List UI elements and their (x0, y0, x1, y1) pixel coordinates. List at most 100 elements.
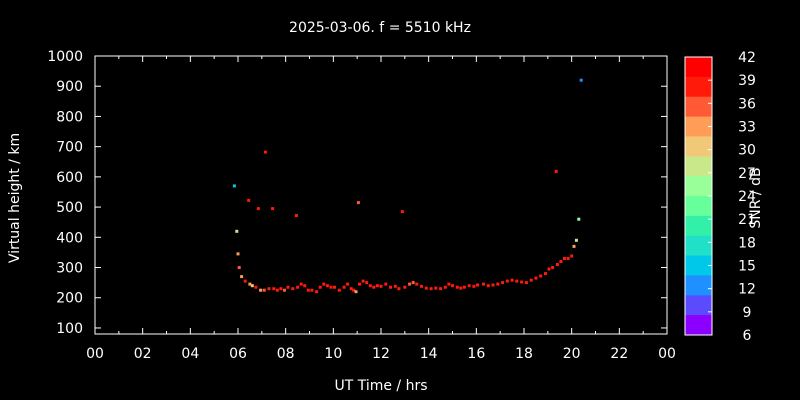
x-tick-label: 04 (181, 346, 199, 362)
y-axis-label: Virtual height / km (7, 133, 23, 263)
data-point (256, 207, 260, 211)
data-point (579, 78, 583, 82)
colorbar-label: SNR / dB (748, 167, 764, 228)
data-point (434, 286, 438, 290)
data-point (400, 210, 404, 214)
colorbar-segment (685, 196, 712, 217)
colorbar-tick-label: 12 (738, 282, 756, 298)
data-point (551, 266, 555, 269)
y-tick-label: 1000 (47, 49, 83, 65)
data-point (315, 290, 319, 294)
x-tick-label: 18 (515, 346, 533, 362)
data-point (259, 288, 263, 292)
y-tick-label: 400 (56, 230, 83, 246)
x-tick-label: 12 (372, 346, 390, 362)
data-point (263, 150, 267, 154)
colorbar-segment (685, 176, 712, 197)
colorbar-tick-label: 27 (738, 166, 756, 182)
data-point (372, 285, 376, 289)
colorbar-tick-label: 6 (743, 328, 752, 344)
data-point (356, 201, 360, 205)
data-point (325, 284, 329, 288)
data-point (577, 217, 581, 221)
y-tick-label: 300 (56, 261, 83, 277)
data-point (248, 282, 252, 286)
data-point (451, 284, 454, 288)
data-point (467, 284, 471, 288)
x-tick-label: 14 (420, 346, 438, 362)
data-point (459, 286, 463, 290)
data-point (529, 278, 533, 282)
data-point (476, 283, 479, 287)
colorbar: 42 39 36 33 30 27 24 21 18 15 12 9 6 (684, 50, 756, 344)
data-point (439, 287, 443, 291)
x-tick-label: 00 (658, 346, 676, 362)
y-tick-label: 800 (56, 109, 83, 125)
data-point (389, 285, 392, 289)
data-point (559, 260, 563, 263)
data-point (235, 229, 239, 233)
data-point (563, 257, 566, 260)
data-point (240, 275, 244, 279)
data-point (352, 288, 356, 292)
data-point (393, 284, 397, 288)
x-tick-label: 02 (134, 346, 152, 362)
data-point (462, 285, 466, 289)
data-point (306, 288, 310, 292)
colorbar-segment (685, 295, 712, 316)
data-point (411, 281, 415, 285)
colorbar-segment (685, 57, 712, 78)
colorbar-tick-label: 24 (738, 189, 756, 205)
colorbar-tick-label: 39 (738, 73, 756, 89)
colorbar-segment (685, 136, 712, 157)
data-point (515, 279, 519, 283)
x-tick-label: 06 (229, 346, 247, 362)
data-point (505, 279, 509, 283)
colorbar-tick-label: 21 (738, 212, 756, 228)
x-axis: 00 02 04 06 08 10 12 14 16 18 20 22 00 (86, 56, 676, 362)
data-point (544, 272, 547, 276)
colorbar-tick-label: 33 (738, 120, 756, 136)
colorbar-tick-label: 30 (738, 143, 756, 159)
data-point (520, 280, 524, 284)
y-tick-label: 100 (56, 321, 83, 337)
x-tick-label: 08 (277, 346, 295, 362)
data-point (555, 263, 559, 266)
data-point (524, 281, 528, 285)
data-point (283, 288, 286, 292)
y-tick-label: 900 (56, 79, 83, 95)
data-point (354, 290, 358, 294)
data-point (496, 282, 500, 286)
chart-title: 2025-03-06. f = 5510 kHz (289, 20, 471, 36)
data-point (329, 285, 333, 289)
data-point (286, 285, 290, 289)
x-tick-label: 10 (324, 346, 342, 362)
data-point (243, 279, 247, 283)
data-point (572, 244, 576, 248)
colorbar-segment (685, 215, 712, 237)
data-point (491, 283, 495, 287)
data-point (415, 282, 419, 286)
data-point (510, 278, 514, 282)
data-point (455, 285, 459, 289)
data-point (379, 284, 383, 288)
data-point (237, 266, 241, 269)
data-point (254, 285, 258, 289)
data-point (349, 287, 353, 291)
data-point (250, 284, 254, 288)
colorbar-segment (685, 315, 712, 336)
data-point (271, 207, 275, 211)
data-point (267, 287, 271, 291)
colorbar-segment (685, 275, 712, 296)
colorbar-segment (685, 116, 712, 137)
data-point (534, 276, 538, 280)
colorbar-tick-label: 18 (738, 235, 756, 251)
data-point (299, 282, 303, 286)
data-point (294, 214, 298, 217)
data-point (574, 238, 578, 242)
data-point (408, 282, 412, 286)
x-tick-label: 00 (86, 346, 104, 362)
data-point (310, 288, 314, 292)
data-point (570, 254, 574, 258)
